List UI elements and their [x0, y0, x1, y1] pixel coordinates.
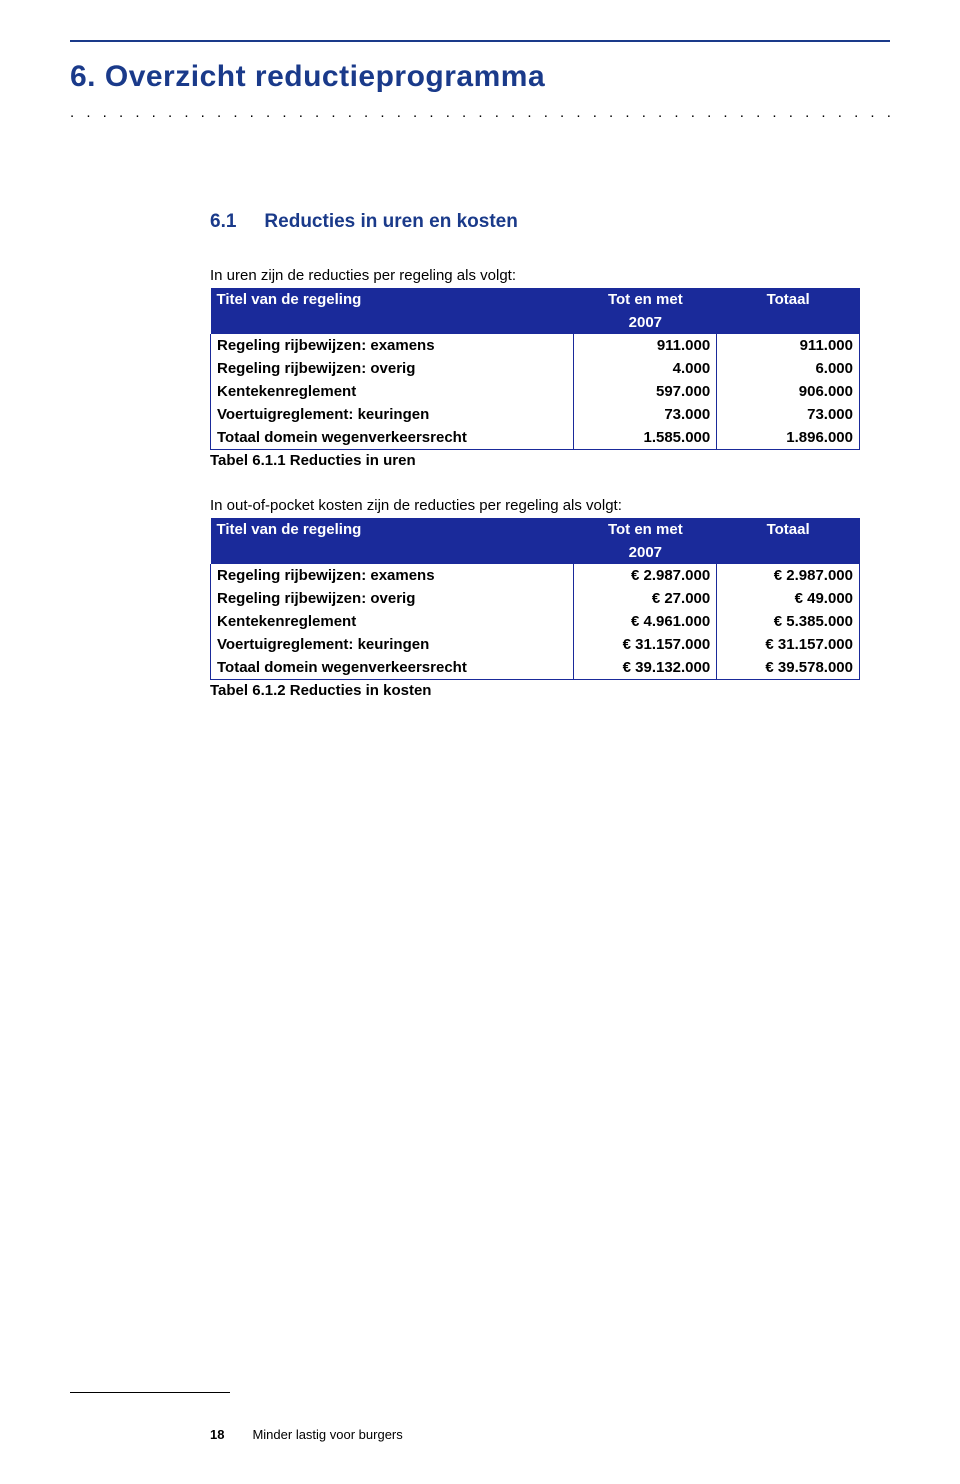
col-header-title: Titel van de regeling	[211, 288, 574, 334]
table-row: Regeling rijbewijzen: examens 911.000 91…	[211, 334, 860, 357]
table-row: Regeling rijbewijzen: overig € 27.000 € …	[211, 587, 860, 610]
page-number: 18	[210, 1427, 224, 1442]
row-value-1: € 27.000	[574, 587, 717, 610]
table-reducties-kosten: Titel van de regeling Tot en met Totaal …	[210, 518, 860, 680]
footer-doc-title: Minder lastig voor burgers	[252, 1427, 402, 1442]
row-value-1: 597.000	[574, 380, 717, 403]
col-header-period: Tot en met	[574, 288, 717, 311]
row-label: Totaal domein wegenverkeersrecht	[211, 426, 574, 450]
table-header-row: Titel van de regeling Tot en met Totaal	[211, 518, 860, 541]
row-value-1: € 4.961.000	[574, 610, 717, 633]
row-label: Regeling rijbewijzen: overig	[211, 357, 574, 380]
table-row: Regeling rijbewijzen: overig 4.000 6.000	[211, 357, 860, 380]
table-row: Kentekenreglement 597.000 906.000	[211, 380, 860, 403]
footer-rule	[70, 1392, 230, 1393]
table2-caption: Tabel 6.1.2 Reducties in kosten	[210, 682, 860, 699]
table-row: Voertuigreglement: keuringen 73.000 73.0…	[211, 403, 860, 426]
row-value-1: € 39.132.000	[574, 656, 717, 680]
row-label: Kentekenreglement	[211, 610, 574, 633]
table-row: Voertuigreglement: keuringen € 31.157.00…	[211, 633, 860, 656]
col-header-total: Totaal	[717, 288, 860, 334]
row-value-2: € 39.578.000	[717, 656, 860, 680]
row-value-1: 911.000	[574, 334, 717, 357]
row-value-1: € 31.157.000	[574, 633, 717, 656]
table2-intro: In out-of-pocket kosten zijn de reductie…	[210, 497, 860, 514]
chapter-title: 6. Overzicht reductieprogramma	[70, 60, 890, 94]
row-value-1: 1.585.000	[574, 426, 717, 450]
row-label: Regeling rijbewijzen: examens	[211, 334, 574, 357]
row-value-1: 4.000	[574, 357, 717, 380]
row-label: Voertuigreglement: keuringen	[211, 403, 574, 426]
table-row-total: Totaal domein wegenverkeersrecht 1.585.0…	[211, 426, 860, 450]
row-value-2: € 31.157.000	[717, 633, 860, 656]
row-label: Regeling rijbewijzen: overig	[211, 587, 574, 610]
section-title: Reducties in uren en kosten	[264, 211, 517, 232]
row-label: Regeling rijbewijzen: examens	[211, 564, 574, 587]
row-value-2: € 5.385.000	[717, 610, 860, 633]
table1-caption: Tabel 6.1.1 Reducties in uren	[210, 452, 860, 469]
table-row: Regeling rijbewijzen: examens € 2.987.00…	[211, 564, 860, 587]
row-value-2: € 2.987.000	[717, 564, 860, 587]
table-header-row: Titel van de regeling Tot en met Totaal	[211, 288, 860, 311]
row-label: Voertuigreglement: keuringen	[211, 633, 574, 656]
body-column: In uren zijn de reducties per regeling a…	[210, 267, 860, 699]
row-value-2: 1.896.000	[717, 426, 860, 450]
table-row: Kentekenreglement € 4.961.000 € 5.385.00…	[211, 610, 860, 633]
page-footer: 18 Minder lastig voor burgers	[70, 1392, 890, 1442]
section-number: 6.1	[210, 211, 236, 233]
table-row-total: Totaal domein wegenverkeersrecht € 39.13…	[211, 656, 860, 680]
row-value-2: € 49.000	[717, 587, 860, 610]
dotted-leader: . . . . . . . . . . . . . . . . . . . . …	[70, 104, 890, 121]
col-header-title: Titel van de regeling	[211, 518, 574, 564]
row-value-2: 73.000	[717, 403, 860, 426]
row-label: Kentekenreglement	[211, 380, 574, 403]
page: 6. Overzicht reductieprogramma . . . . .…	[0, 0, 960, 1484]
row-value-1: € 2.987.000	[574, 564, 717, 587]
col-header-period-year: 2007	[574, 311, 717, 334]
col-header-period-year: 2007	[574, 541, 717, 564]
section-heading: 6.1 Reducties in uren en kosten	[210, 211, 890, 233]
row-value-2: 6.000	[717, 357, 860, 380]
row-value-1: 73.000	[574, 403, 717, 426]
table1-intro: In uren zijn de reducties per regeling a…	[210, 267, 860, 284]
table-reducties-uren: Titel van de regeling Tot en met Totaal …	[210, 288, 860, 450]
col-header-total: Totaal	[717, 518, 860, 564]
top-rule	[70, 40, 890, 42]
row-label: Totaal domein wegenverkeersrecht	[211, 656, 574, 680]
col-header-period: Tot en met	[574, 518, 717, 541]
row-value-2: 906.000	[717, 380, 860, 403]
footer-line: 18 Minder lastig voor burgers	[210, 1427, 890, 1442]
row-value-2: 911.000	[717, 334, 860, 357]
